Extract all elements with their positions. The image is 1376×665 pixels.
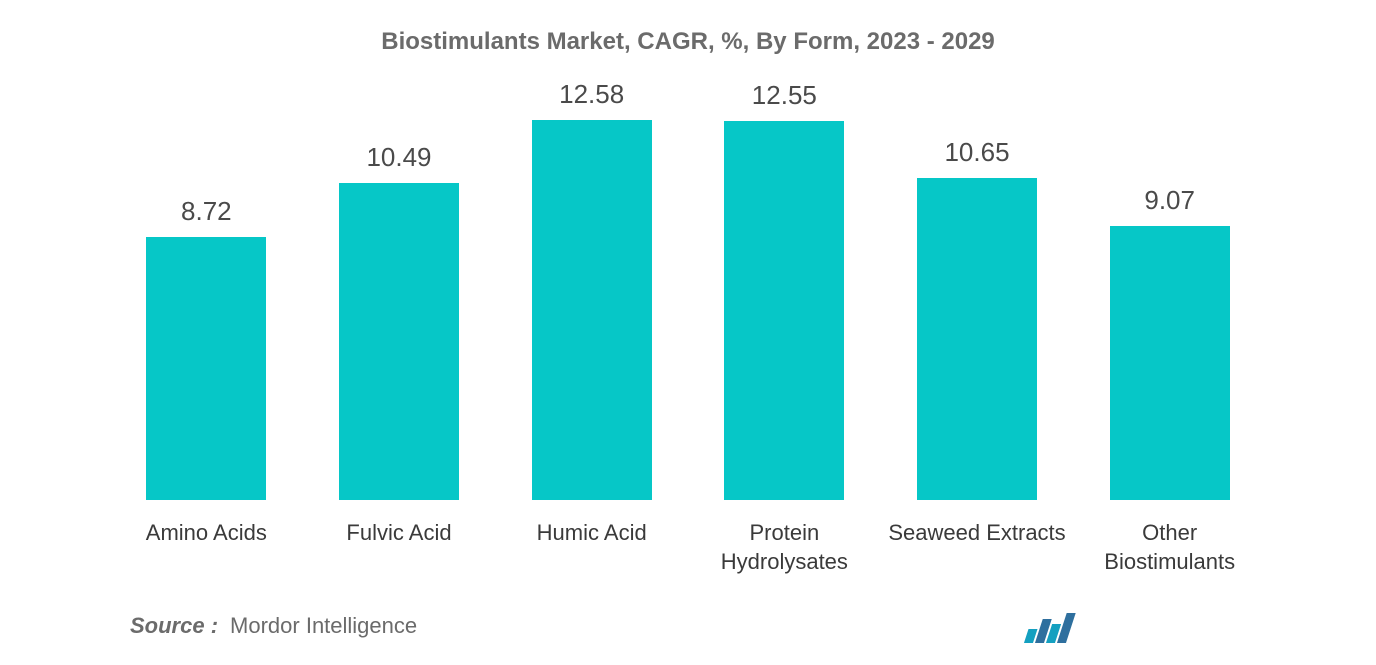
bar-value-label: 10.65 bbox=[944, 137, 1009, 168]
category-label: Other Biostimulants bbox=[1073, 518, 1266, 577]
bar bbox=[339, 183, 459, 500]
source-attribution: Source : Mordor Intelligence bbox=[130, 613, 417, 639]
bar-slot: 12.58 bbox=[495, 120, 688, 500]
mordor-logo-icon bbox=[1023, 609, 1081, 643]
bar-value-label: 9.07 bbox=[1144, 185, 1195, 216]
bar-value-label: 8.72 bbox=[181, 196, 232, 227]
bar bbox=[532, 120, 652, 500]
category-axis: Amino AcidsFulvic AcidHumic AcidProtein … bbox=[110, 518, 1266, 577]
bar-value-label: 12.58 bbox=[559, 79, 624, 110]
chart-title: Biostimulants Market, CAGR, %, By Form, … bbox=[0, 28, 1376, 56]
category-label: Humic Acid bbox=[495, 518, 688, 577]
category-label: Fulvic Acid bbox=[303, 518, 496, 577]
category-label: Amino Acids bbox=[110, 518, 303, 577]
bar bbox=[724, 121, 844, 500]
bar-slot: 10.65 bbox=[881, 120, 1074, 500]
source-key: Source : bbox=[130, 613, 218, 639]
bar bbox=[146, 237, 266, 500]
bar-slot: 8.72 bbox=[110, 120, 303, 500]
bar bbox=[1110, 226, 1230, 500]
bar-value-label: 12.55 bbox=[752, 80, 817, 111]
category-label: Protein Hydrolysates bbox=[688, 518, 881, 577]
bar-slot: 9.07 bbox=[1073, 120, 1266, 500]
bar-slot: 10.49 bbox=[303, 120, 496, 500]
bar-slot: 12.55 bbox=[688, 120, 881, 500]
source-value: Mordor Intelligence bbox=[230, 613, 417, 639]
bar bbox=[917, 178, 1037, 500]
category-label: Seaweed Extracts bbox=[881, 518, 1074, 577]
chart-container: Biostimulants Market, CAGR, %, By Form, … bbox=[0, 0, 1376, 665]
bar-value-label: 10.49 bbox=[366, 142, 431, 173]
plot-area: 8.72 10.49 12.5812.55 10.65 9.07 bbox=[110, 120, 1266, 500]
